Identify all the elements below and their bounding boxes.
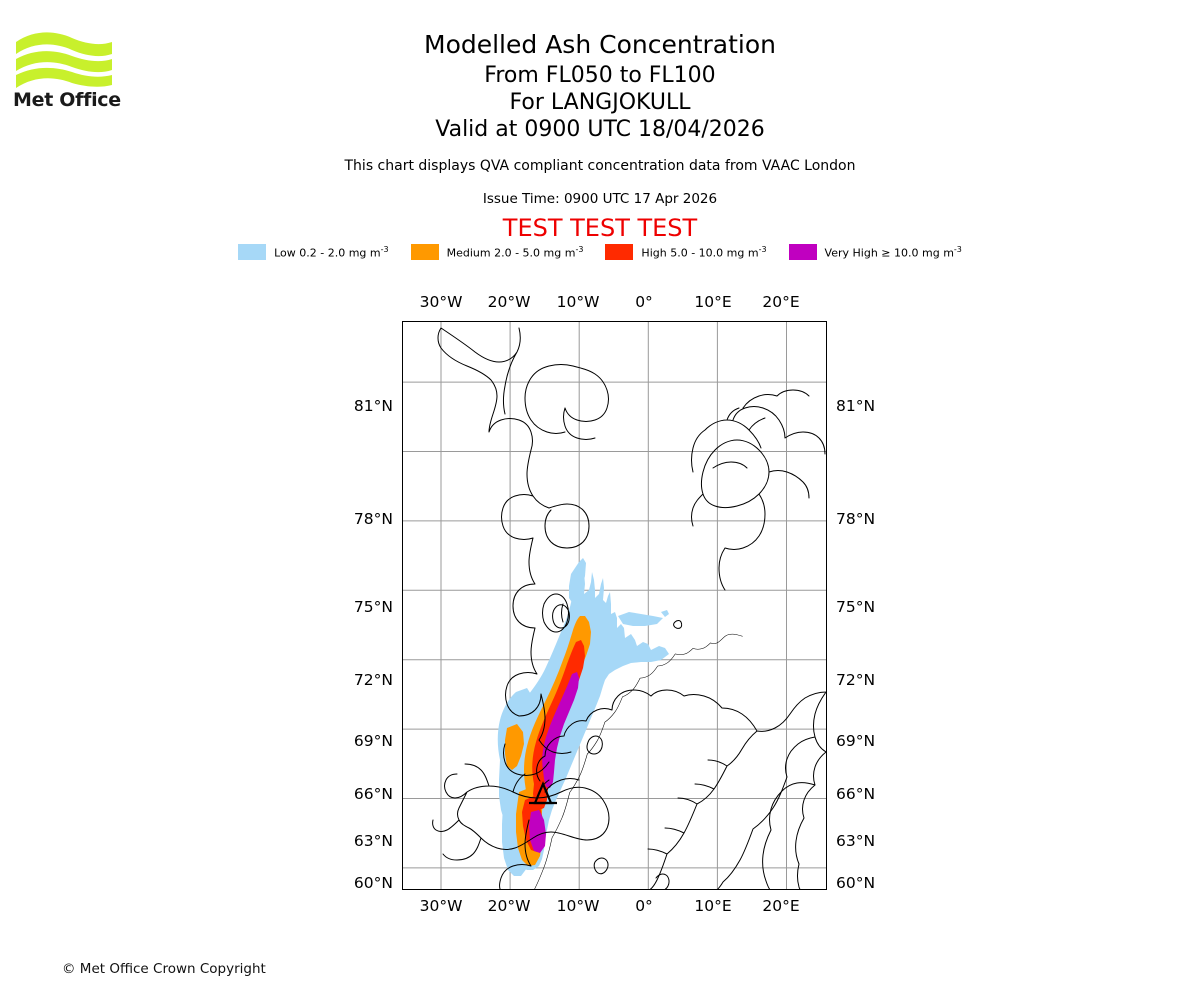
map-frame <box>402 321 827 890</box>
legend-item-medium: Medium 2.0 - 5.0 mg m-3 <box>410 243 584 261</box>
map-canvas <box>403 322 826 889</box>
coastlines <box>432 327 826 889</box>
legend-label-medium: Medium 2.0 - 5.0 mg m-3 <box>446 245 584 260</box>
legend-swatch-high <box>605 243 634 260</box>
issue-time: Issue Time: 0900 UTC 17 Apr 2026 <box>482 191 718 207</box>
ash-plume-contours <box>497 558 669 876</box>
legend-label-low: Low 0.2 - 2.0 mg m-3 <box>274 245 389 260</box>
valid-time: Valid at 0900 UTC 18/04/2026 <box>435 117 765 142</box>
coastline-greenland <box>437 327 609 889</box>
ash-contour-very-high-low <box>529 810 546 853</box>
coastline-bear-island <box>673 620 683 629</box>
lat-tick-left-81: 81°N <box>353 397 393 415</box>
volcano-name: For LANGJOKULL <box>509 90 691 115</box>
legend-swatch-medium <box>410 243 439 260</box>
ash-contour-low-north <box>569 558 586 604</box>
coastline-norway-northwest <box>536 689 826 889</box>
graticule-grid <box>403 322 826 889</box>
coastline-norway <box>647 689 826 889</box>
lon-tick-bottom-20w: 20°W <box>487 897 531 915</box>
lat-tick-right-63: 63°N <box>836 832 876 850</box>
met-office-logo <box>14 28 124 118</box>
coastline-iceland <box>432 763 610 861</box>
lat-tick-right-72: 72°N <box>836 671 876 689</box>
legend-label-very-high: Very High ≥ 10.0 mg m-3 <box>824 245 962 260</box>
met-office-wave-icon <box>16 32 112 88</box>
lat-tick-left-75: 75°N <box>353 598 393 616</box>
legend-swatch-low <box>238 243 267 260</box>
page-title: Modelled Ash Concentration <box>424 30 776 59</box>
lat-tick-left-66: 66°N <box>353 785 393 803</box>
legend-swatch-very-high <box>788 243 817 260</box>
legend-item-very-high: Very High ≥ 10.0 mg m-3 <box>788 243 962 261</box>
ash-concentration-map[interactable] <box>402 321 827 890</box>
lon-tick-top-10w: 10°W <box>556 293 600 311</box>
lon-tick-bottom-10w: 10°W <box>556 897 600 915</box>
lat-tick-left-69: 69°N <box>353 732 393 750</box>
lon-tick-top-30w: 30°W <box>419 293 463 311</box>
legend-item-low: Low 0.2 - 2.0 mg m-3 <box>238 243 389 261</box>
volcano-marker <box>529 781 557 805</box>
lat-tick-right-60: 60°N <box>836 874 876 892</box>
lon-tick-top-20w: 20°W <box>487 293 531 311</box>
lon-tick-bottom-20e: 20°E <box>762 897 800 915</box>
lat-tick-left-63: 63°N <box>353 832 393 850</box>
lat-tick-right-81: 81°N <box>836 397 876 415</box>
copyright-notice: © Met Office Crown Copyright <box>62 961 266 977</box>
legend-item-high: High 5.0 - 10.0 mg m-3 <box>605 243 767 261</box>
lat-tick-right-69: 69°N <box>836 732 876 750</box>
ash-contour-very-high <box>542 672 579 788</box>
lon-tick-top-20e: 20°E <box>762 293 800 311</box>
ash-contour-medium-west <box>505 724 524 770</box>
flight-level-range: From FL050 to FL100 <box>484 63 716 88</box>
lat-tick-left-78: 78°N <box>353 510 393 528</box>
lat-tick-right-78: 78°N <box>836 510 876 528</box>
concentration-legend: Low 0.2 - 2.0 mg m-3 Medium 2.0 - 5.0 mg… <box>0 243 1200 261</box>
met-office-wordmark: Met Office <box>13 89 121 111</box>
legend-label-high: High 5.0 - 10.0 mg m-3 <box>641 245 767 260</box>
qva-note: This chart displays QVA compliant concen… <box>344 158 856 174</box>
lat-tick-right-75: 75°N <box>836 598 876 616</box>
ash-contour-low-ne-wisp <box>618 612 663 626</box>
ash-contour-low <box>514 563 669 870</box>
lon-tick-top-10e: 10°E <box>694 293 732 311</box>
coastline-shetland <box>655 873 670 889</box>
lat-tick-left-72: 72°N <box>353 671 393 689</box>
lat-tick-left-60: 60°N <box>353 874 393 892</box>
coastline-svalbard <box>691 389 826 591</box>
lat-tick-right-66: 66°N <box>836 785 876 803</box>
coastline-jan-mayen <box>586 735 603 755</box>
lon-tick-bottom-10e: 10°E <box>694 897 732 915</box>
lon-tick-bottom-0: 0° <box>635 897 653 915</box>
coastline-faroe <box>593 857 609 875</box>
lon-tick-top-0: 0° <box>635 293 653 311</box>
lon-tick-bottom-30w: 30°W <box>419 897 463 915</box>
ash-contour-low-spot1 <box>661 610 669 617</box>
test-banner: TEST TEST TEST <box>502 214 698 242</box>
